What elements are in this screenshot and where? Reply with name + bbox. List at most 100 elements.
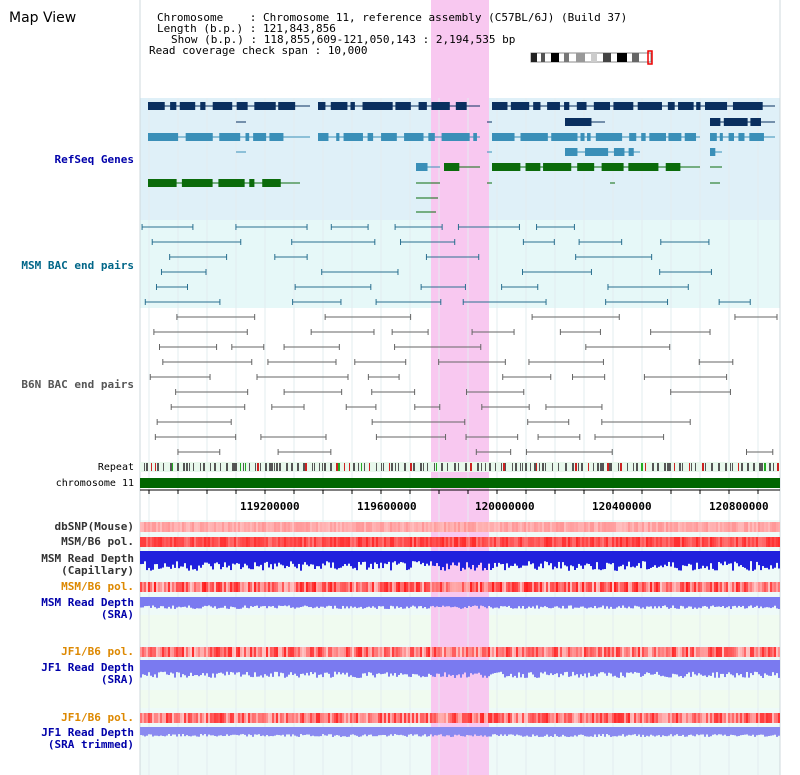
heat-cell [164,537,166,547]
heat-cell [624,537,626,547]
track-label-msm-pol-1[interactable]: MSM/B6 pol. [61,535,134,548]
depth-bar [776,551,778,563]
repeat-mark [545,463,546,471]
heat-cell [658,537,660,547]
heat-cell [658,647,660,657]
depth-bar [200,597,202,609]
heat-cell [662,582,664,592]
depth-bar [216,597,218,609]
depth-bar [290,660,292,673]
depth-bar [536,597,538,606]
heat-cell [772,713,774,723]
depth-bar [200,660,202,676]
track-label-jf1-depth-trim-1[interactable]: JF1 Read Depth [41,726,134,739]
heat-cell [716,537,718,547]
heat-cell [254,713,256,723]
depth-bar [384,551,386,564]
heat-cell [436,582,438,592]
depth-bar [438,597,440,607]
gene-exon [343,133,363,141]
heat-cell [456,522,458,532]
heat-cell [280,582,282,592]
heat-cell [710,647,712,657]
depth-bar [530,551,532,565]
depth-bar [556,660,558,674]
heat-cell [266,522,268,532]
track-label-jf1-depth-sra-1[interactable]: JF1 Read Depth [41,661,134,674]
heat-cell [698,582,700,592]
track-label-jf1-pol-1[interactable]: JF1/B6 pol. [61,645,134,658]
depth-bar [624,727,626,737]
heat-cell [150,713,152,723]
heat-cell [764,582,766,592]
track-label-msm-pol-2[interactable]: MSM/B6 pol. [61,580,134,593]
heat-cell [300,522,302,532]
depth-bar [550,727,552,737]
heat-cell [194,582,196,592]
depth-bar [614,551,616,571]
heat-cell [434,647,436,657]
heat-cell [242,537,244,547]
depth-bar [390,551,392,571]
heat-cell [728,522,730,532]
heat-cell [502,537,504,547]
heat-cell [342,582,344,592]
depth-bar [750,660,752,674]
heat-cell [178,647,180,657]
track-label-dbsnp[interactable]: dbSNP(Mouse) [54,520,134,533]
heat-cell [728,713,730,723]
depth-bar [444,551,446,571]
heat-cell [586,537,588,547]
heat-cell [512,522,514,532]
depth-bar [408,597,410,609]
track-label-msm-bac[interactable]: MSM BAC end pairs [21,259,134,272]
heat-cell [174,713,176,723]
repeat-mark [279,463,281,471]
depth-bar [550,551,552,564]
heat-cell [196,713,198,723]
heat-cell [360,647,362,657]
depth-bar [714,551,716,571]
heat-cell [170,522,172,532]
track-label-jf1-pol-2[interactable]: JF1/B6 pol. [61,711,134,724]
heat-cell [338,713,340,723]
heat-cell [688,537,690,547]
heat-cell [636,522,638,532]
depth-bar [186,597,188,608]
track-label-msm-depth-sra-1[interactable]: MSM Read Depth [41,596,134,609]
depth-bar [630,551,632,568]
heat-cell [556,522,558,532]
track-label-repeat[interactable]: Repeat [97,462,134,473]
depth-bar [758,727,760,735]
heat-cell [656,522,658,532]
track-label-refseq[interactable]: RefSeq Genes [54,153,134,166]
track-label-chromosome[interactable]: chromosome 11 [55,478,134,489]
heat-cell [484,713,486,723]
heat-cell [604,537,606,547]
gene-exon [148,133,179,141]
track-label-b6n-bac[interactable]: B6N BAC end pairs [21,378,134,391]
heat-cell [414,582,416,592]
heat-cell [554,582,556,592]
heat-cell [402,647,404,657]
depth-bar [460,660,462,678]
heat-cell [474,713,476,723]
track-label-msm-depth-cap-1[interactable]: MSM Read Depth [41,552,134,565]
heat-cell [252,647,254,657]
heat-cell [274,522,276,532]
heat-cell [652,647,654,657]
heat-cell [580,522,582,532]
heat-cell [654,582,656,592]
heat-cell [434,713,436,723]
depth-bar [370,660,372,673]
depth-bar [150,551,152,571]
heat-cell [580,537,582,547]
heat-cell [380,537,382,547]
depth-bar [546,727,548,735]
heat-cell [758,647,760,657]
heat-cell [372,647,374,657]
heat-cell [190,713,192,723]
depth-bar [616,597,618,608]
